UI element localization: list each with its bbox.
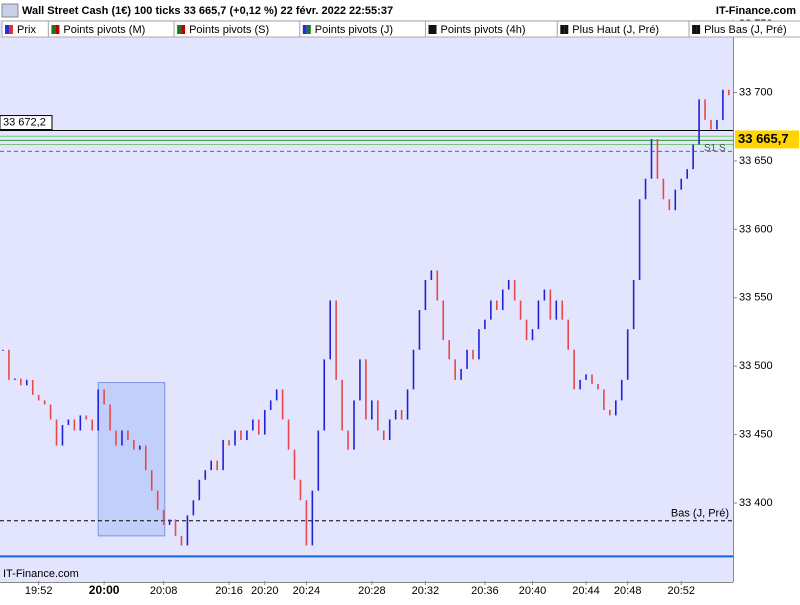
y-tick-label: 33 450 [739, 428, 773, 440]
price-tag-box [735, 130, 799, 149]
price-tag: 33 665,7 [738, 131, 789, 146]
legend-swatch [177, 25, 182, 34]
x-tick-label: 20:20 [251, 585, 279, 597]
selection-box [97, 382, 166, 537]
legend-label: Prix [17, 24, 36, 36]
chart-title: Wall Street Cash (1€) 100 ticks 33 665,7… [22, 5, 393, 17]
y-tick-label: 33 400 [739, 497, 773, 509]
legend-swatch [181, 25, 186, 34]
legend-swatch [696, 25, 701, 34]
x-tick-label: 20:00 [89, 583, 120, 597]
watermark: IT-Finance.com [3, 568, 79, 580]
brand: IT-Finance.com [716, 5, 796, 17]
legend-swatch [432, 25, 437, 34]
legend-swatch [51, 25, 56, 34]
x-tick-label: 20:44 [572, 585, 600, 597]
x-tick-label: 20:28 [358, 585, 386, 597]
y-tick-label: 33 550 [739, 292, 773, 304]
legend-label: Plus Bas (J, Pré) [704, 24, 787, 36]
x-tick-label: 20:24 [293, 585, 321, 597]
legend-swatch [5, 25, 9, 34]
legend-swatch [302, 25, 307, 34]
level-label: 33 672,2 [3, 116, 46, 128]
y-tick-label: 33 650 [739, 155, 773, 167]
legend-swatch [9, 25, 13, 34]
legend: Prix Points pivots (M) Points pivots (S) Po… [1, 20, 800, 38]
legend-label: Plus Haut (J, Pré) [572, 24, 659, 36]
x-tick-label: 20:52 [667, 585, 695, 597]
legend-swatch [564, 25, 569, 34]
x-tick-label: 20:48 [614, 585, 642, 597]
legend-label: Points pivots (S) [189, 24, 269, 36]
x-tick-label: 20:16 [215, 585, 243, 597]
legend-swatch [428, 25, 433, 34]
x-tick-label: 20:40 [519, 585, 547, 597]
menu-icon[interactable] [1, 3, 19, 18]
legend-item[interactable] [688, 20, 800, 38]
level-label: S1 S [704, 143, 726, 154]
y-tick-label: 33 500 [739, 360, 773, 372]
legend-swatch [692, 25, 697, 34]
legend-label: Points pivots (M) [63, 24, 145, 36]
x-tick-label: 20:08 [150, 585, 178, 597]
legend-label: Points pivots (4h) [441, 24, 526, 36]
legend-swatch [55, 25, 60, 34]
x-tick-label: 20:32 [412, 585, 440, 597]
legend-label: Points pivots (J) [315, 24, 393, 36]
level-tag-box [0, 115, 53, 131]
y-tick-label: 33 600 [739, 223, 773, 235]
y-tick-label: 33 700 [739, 86, 773, 98]
x-tick-label: 19:52 [25, 585, 53, 597]
legend-swatch [306, 25, 311, 34]
level-label: Bas (J, Pré) [671, 508, 729, 520]
x-tick-label: 20:36 [471, 585, 499, 597]
legend-swatch [560, 25, 565, 34]
